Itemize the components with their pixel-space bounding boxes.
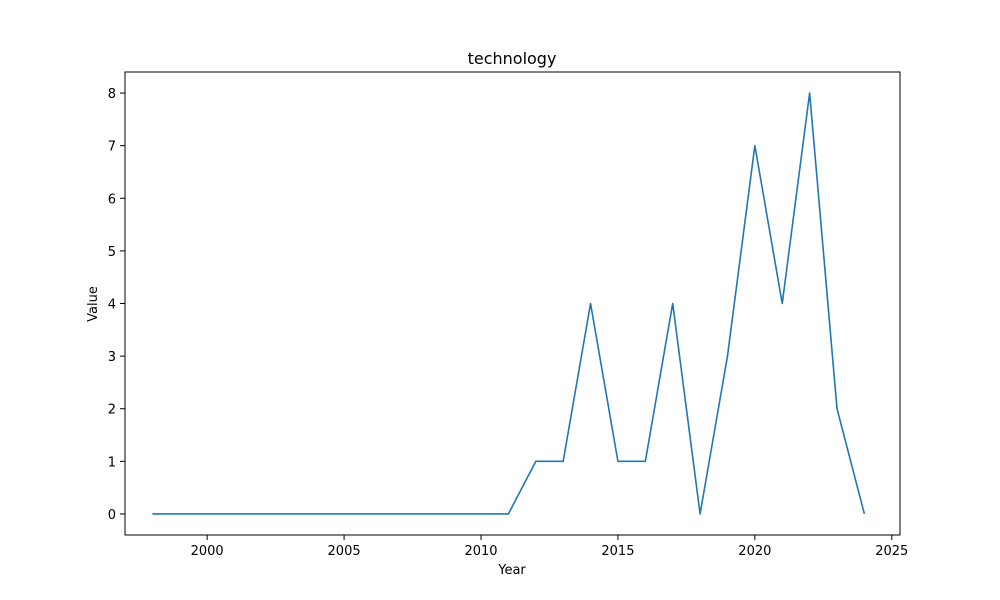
y-tick-label: 1 bbox=[108, 455, 116, 470]
x-axis-label: Year bbox=[497, 563, 526, 578]
y-tick-label: 8 bbox=[108, 87, 116, 102]
x-tick-label: 2025 bbox=[875, 544, 908, 559]
series-layer bbox=[152, 92, 866, 515]
y-tick-label: 6 bbox=[108, 192, 116, 207]
y-axis-label: Value bbox=[86, 286, 101, 322]
y-tick-label: 7 bbox=[108, 140, 116, 155]
chart-title: technology bbox=[468, 49, 557, 68]
y-tick-label: 5 bbox=[108, 245, 116, 260]
y-tick-label: 0 bbox=[108, 508, 116, 523]
x-tick-label: 2010 bbox=[464, 544, 497, 559]
x-axis-ticks: 2000 2005 2010 2015 2020 2025 bbox=[191, 535, 908, 559]
plot-frame bbox=[124, 71, 901, 536]
x-tick-label: 2005 bbox=[328, 544, 361, 559]
x-tick-label: 2015 bbox=[601, 544, 634, 559]
y-tick-label: 3 bbox=[108, 350, 116, 365]
y-tick-label: 4 bbox=[108, 298, 116, 313]
y-tick-label: 2 bbox=[108, 403, 116, 418]
y-axis-ticks: 0 1 2 3 4 5 6 7 8 bbox=[108, 87, 125, 523]
x-tick-label: 2000 bbox=[191, 544, 224, 559]
x-tick-label: 2020 bbox=[738, 544, 771, 559]
series-line bbox=[152, 92, 866, 515]
